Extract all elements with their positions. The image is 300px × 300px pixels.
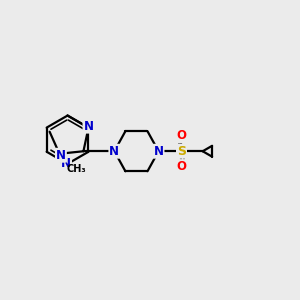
Text: S: S <box>177 145 186 158</box>
Text: N: N <box>83 120 94 133</box>
Text: N: N <box>56 149 66 162</box>
Text: N: N <box>61 157 71 170</box>
Text: N: N <box>154 145 164 158</box>
Text: CH₃: CH₃ <box>66 164 86 174</box>
Text: N: N <box>110 145 119 158</box>
Text: O: O <box>176 160 187 173</box>
Text: O: O <box>176 129 187 142</box>
